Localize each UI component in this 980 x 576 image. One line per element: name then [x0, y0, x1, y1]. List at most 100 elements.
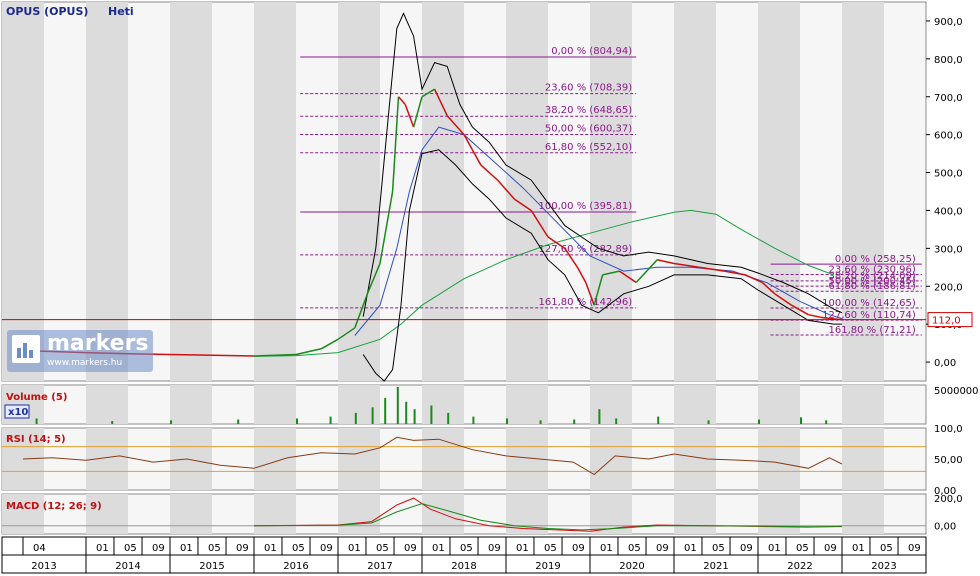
price-segment	[446, 115, 465, 136]
volume-bar	[539, 420, 542, 424]
year-band	[170, 2, 212, 381]
month-label: 05	[712, 543, 725, 554]
year-band	[2, 2, 44, 381]
year-band	[842, 494, 884, 534]
fib-level-label: 127,60 % (282,89)	[539, 244, 633, 255]
volume-bar	[396, 387, 399, 424]
price-segment	[576, 266, 587, 283]
year-band	[254, 428, 296, 490]
year-band	[422, 2, 464, 381]
rsi-panel: 100,0 50,00 0,00	[1, 424, 963, 497]
year-band	[590, 2, 632, 381]
month-label: 09	[572, 543, 585, 554]
fib2-level-label: 61,80 % (186,81)	[829, 281, 916, 292]
month-label: 05	[208, 543, 221, 554]
time-axis: 04 01 05 09 01 05 09 01 05 09 01 05 09 01 05 09 01 05 09 01…	[1, 536, 927, 574]
price-segment	[295, 348, 322, 356]
price-panel: 900,0 800,0 700,0 600,0 500,0 400,0 300,0 200,0…	[1, 1, 973, 382]
watermark-brand: markers	[47, 331, 149, 356]
volume-bar	[329, 416, 332, 424]
price-segment	[337, 327, 356, 340]
year-band	[170, 428, 212, 490]
year-band	[338, 428, 380, 490]
month-label: 01	[432, 543, 445, 554]
fib-level-label: 38,20 % (648,65)	[545, 105, 632, 116]
price-axis-label: 400,0	[934, 206, 963, 217]
volume-bar	[170, 420, 172, 424]
fib2-level-label: 38,20 % (214,09)	[829, 271, 916, 282]
fib-level-label: 161,80 % (142,96)	[539, 297, 633, 308]
price-segment	[657, 258, 675, 265]
year-band	[842, 2, 884, 381]
macd-signal-line	[253, 503, 843, 531]
month-label: 01	[852, 543, 865, 554]
scale-badge-box[interactable]	[4, 404, 30, 419]
fib-level-label: 0,00 % (804,94)	[551, 46, 632, 57]
watermark: markers www.markers.hu	[7, 330, 153, 372]
price-segment	[618, 270, 637, 284]
year-band	[590, 385, 632, 424]
year-band	[86, 385, 128, 424]
price-axis-label: 600,0	[934, 131, 963, 142]
volume-bar	[657, 416, 660, 424]
price-segment	[593, 274, 604, 306]
watermark-url: www.markers.hu	[47, 358, 123, 368]
year-band	[674, 2, 716, 381]
volume-bar	[430, 405, 433, 424]
volume-bar	[707, 420, 710, 424]
price-axis-label: 800,0	[934, 55, 963, 66]
fib2-level-label: 0,00 % (258,25)	[835, 254, 916, 265]
volume-bar	[472, 416, 475, 424]
price-segment	[463, 134, 482, 166]
year-label: 2015	[199, 561, 224, 572]
price-segment	[585, 282, 595, 306]
price-axis-label: 700,0	[934, 93, 963, 104]
price-segment	[547, 236, 566, 249]
year-label: 2023	[871, 561, 896, 572]
volume-title: Volume (5)	[6, 392, 67, 403]
year-band	[506, 385, 548, 424]
year-band	[338, 385, 380, 424]
volume-bar	[506, 418, 508, 424]
price-segment	[433, 88, 448, 117]
month-label: 01	[348, 543, 361, 554]
bollinger-lower	[362, 149, 842, 382]
price-segment	[820, 316, 830, 320]
rsi-line	[22, 436, 843, 476]
year-label: 2019	[535, 561, 560, 572]
price-axis-label: 500,0	[934, 169, 963, 180]
bollinger-upper	[362, 12, 843, 317]
year-band	[758, 428, 800, 490]
price-segment	[253, 353, 297, 357]
year-band	[338, 494, 380, 534]
year-band	[758, 494, 800, 534]
year-band	[170, 494, 212, 534]
volume-bar	[758, 419, 760, 424]
macd-panel: 200,0 0,00	[1, 493, 963, 535]
month-label: 05	[628, 543, 641, 554]
year-band	[758, 385, 800, 424]
volume-bar	[615, 418, 618, 424]
year-band	[422, 385, 464, 424]
year-label: 2020	[619, 561, 644, 572]
month-label: 09	[824, 543, 837, 554]
price-segment	[480, 164, 499, 181]
price-segment	[635, 259, 658, 283]
price-segment	[724, 270, 746, 276]
price-segment	[391, 96, 400, 192]
fib2-level-label: 127,60 % (110,74)	[822, 310, 916, 321]
volume-bar	[413, 409, 416, 424]
year-label: 2017	[367, 561, 392, 572]
month-label: 01	[516, 543, 529, 554]
volume-bar	[405, 401, 408, 424]
year-band	[422, 428, 464, 490]
month-label: 01	[600, 543, 613, 554]
year-label: 2013	[31, 561, 56, 572]
scale-badge[interactable]: x10	[8, 407, 28, 418]
year-label: 2018	[451, 561, 476, 572]
price-segment	[497, 179, 515, 200]
year-band	[254, 2, 296, 381]
month-label: 09	[152, 543, 165, 554]
volume-bar	[825, 420, 828, 424]
